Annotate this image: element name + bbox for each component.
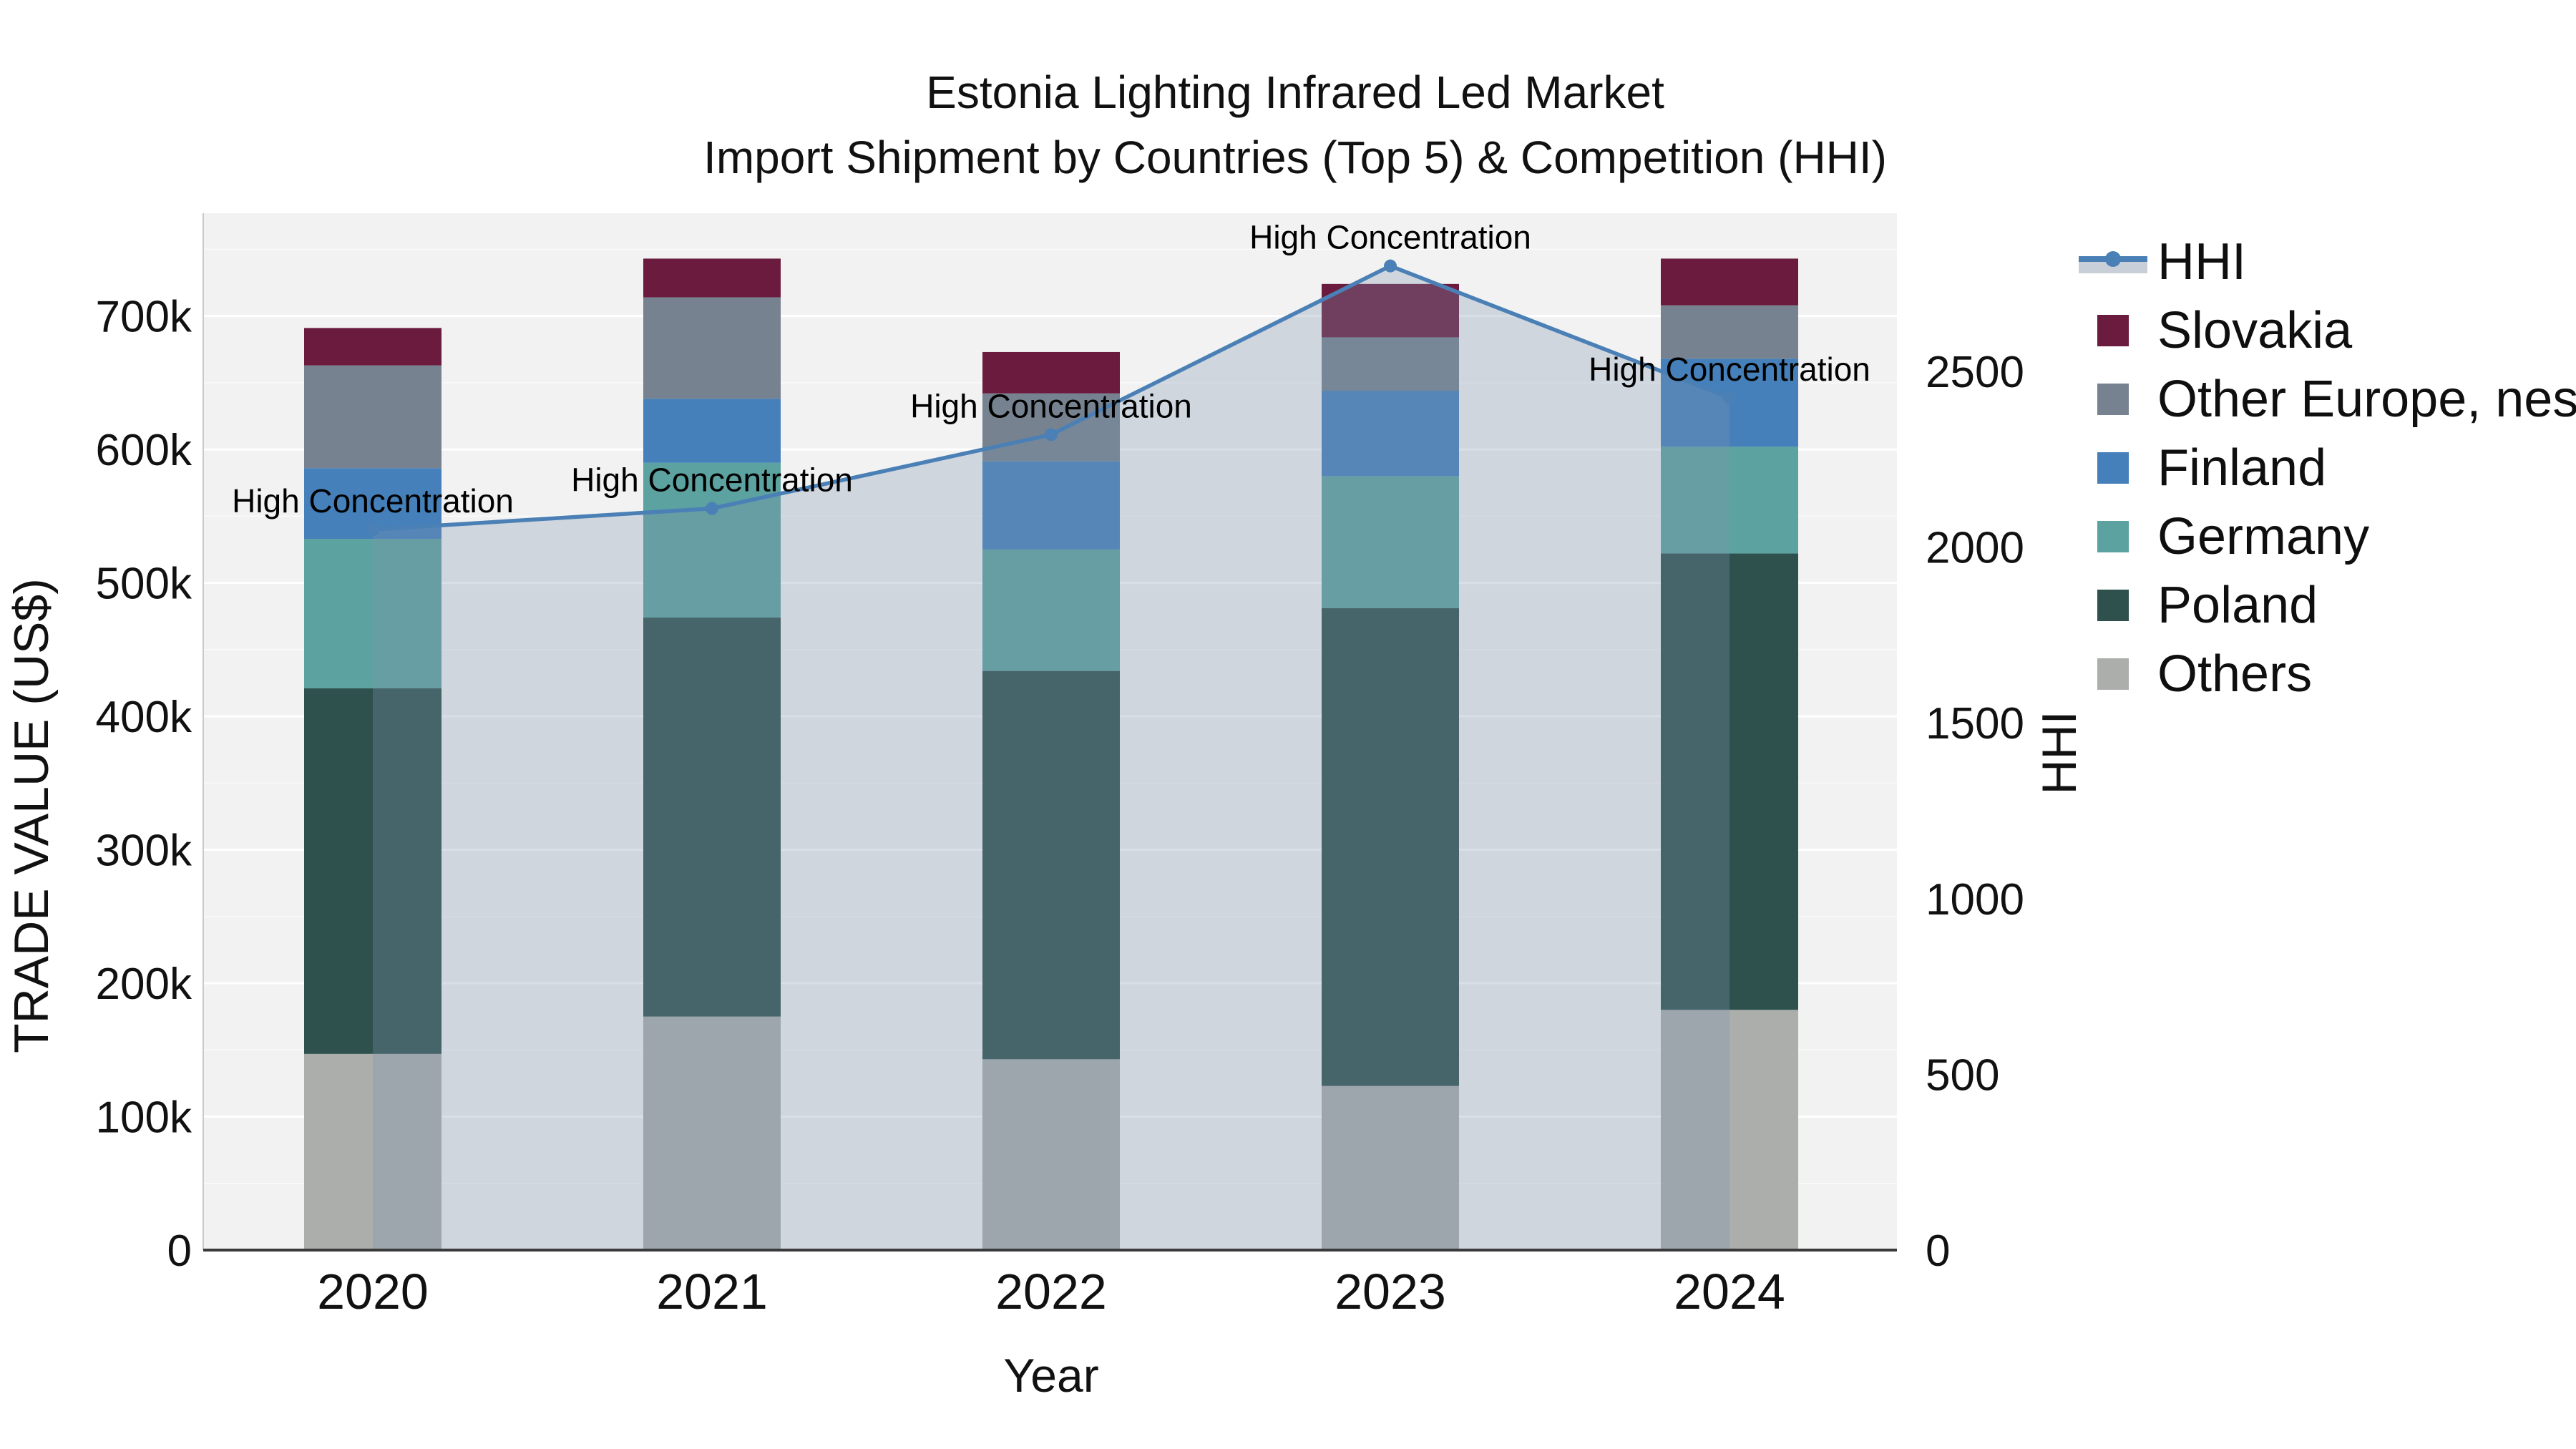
right-axis-tick-label: 1000	[1926, 875, 2024, 924]
legend-color-swatch-icon	[2079, 658, 2147, 690]
annotation-2022: High Concentration	[910, 387, 1192, 424]
bar-2024-segment-germany	[1661, 447, 1798, 554]
legend-item-others: Others	[2079, 645, 2576, 703]
hhi-marker-2022	[1045, 428, 1058, 441]
bar-2022-segment-other-europe-nes	[982, 393, 1120, 462]
chart-title-line2: Import Shipment by Countries (Top 5) & C…	[703, 131, 1887, 183]
hhi-marker-2021	[706, 502, 718, 515]
left-axis-tick-label: 400k	[96, 693, 192, 742]
hhi-marker-2023	[1384, 259, 1397, 273]
right-axis-tick-label: 0	[1926, 1226, 1950, 1276]
legend-color-swatch-icon	[2079, 589, 2147, 621]
x-tick-label-2020: 2020	[317, 1264, 429, 1319]
legend-line-dot-icon	[2105, 250, 2121, 267]
bar-2024-segment-others	[1661, 1010, 1798, 1250]
left-axis-title: TRADE VALUE (US$)	[4, 578, 59, 1053]
legend-area-swatch	[2079, 260, 2147, 273]
hhi-line-marker-icon	[2079, 246, 2147, 278]
bar-2020-segment-slovakia	[304, 328, 441, 366]
legend-item-label: Other Europe, nes	[2157, 370, 2576, 428]
legend-item-finland: Finland	[2079, 439, 2576, 497]
bar-2020-segment-other-europe-nes	[304, 365, 441, 469]
x-tick-label-2024: 2024	[1674, 1264, 1785, 1319]
legend-item-poland: Poland	[2079, 577, 2576, 634]
legend-color-swatch-icon	[2079, 520, 2147, 552]
bar-2021-segment-slovakia	[643, 258, 781, 298]
legend-item-label: Poland	[2157, 576, 2318, 634]
x-tick-label-2022: 2022	[995, 1264, 1107, 1319]
color-swatch	[2097, 658, 2129, 690]
legend-color-swatch-icon	[2079, 452, 2147, 484]
bar-2023-segment-slovakia	[1322, 283, 1459, 338]
x-tick-label-2021: 2021	[656, 1264, 768, 1319]
legend-item-other-europe-nes: Other Europe, nes	[2079, 371, 2576, 428]
annotation-2024: High Concentration	[1589, 351, 1870, 388]
color-swatch	[2097, 589, 2129, 621]
left-axis-tick-label: 100k	[96, 1093, 192, 1143]
bar-2023-segment-other-europe-nes	[1322, 337, 1459, 391]
chart-title-line1: Estonia Lighting Infrared Led Market	[926, 67, 1664, 118]
bar-2021-segment-poland	[643, 618, 781, 1017]
annotation-2021: High Concentration	[571, 462, 853, 499]
bar-2022-segment-others	[982, 1059, 1120, 1250]
bar-2020-segment-poland	[304, 688, 441, 1054]
color-swatch	[2097, 314, 2129, 346]
right-axis-title: HHI	[2032, 711, 2087, 795]
legend-item-label: Germany	[2157, 507, 2370, 565]
x-tick-label-2023: 2023	[1335, 1264, 1446, 1319]
left-axis-tick-label: 600k	[96, 426, 192, 475]
bar-2024-segment-poland	[1661, 553, 1798, 1010]
legend-item-label: Finland	[2157, 439, 2327, 497]
color-swatch	[2097, 520, 2129, 552]
hhi-marker-2020	[366, 523, 379, 537]
left-axis-tick-label: 0	[167, 1226, 192, 1276]
right-axis-tick-label: 1500	[1926, 699, 2024, 748]
bar-2023-segment-poland	[1322, 608, 1459, 1086]
legend: HHI Slovakia Other Europe, nes Finland Germa…	[2079, 233, 2576, 703]
bar-2022-segment-germany	[982, 549, 1120, 671]
legend-hhi-line-icon	[2079, 246, 2147, 278]
legend-color-swatch-icon	[2079, 383, 2147, 415]
bar-2021-segment-finland	[643, 399, 781, 463]
legend-item-label: HHI	[2157, 233, 2246, 291]
annotation-2023: High Concentration	[1249, 219, 1531, 256]
left-axis-tick-label: 200k	[96, 960, 192, 1009]
annotation-2020: High Concentration	[232, 482, 514, 519]
legend-item-label: Others	[2157, 645, 2313, 703]
legend-color-swatch-icon	[2079, 314, 2147, 346]
bar-2022-segment-finland	[982, 461, 1120, 550]
legend-item-slovakia: Slovakia	[2079, 302, 2576, 359]
right-axis-tick-label: 2500	[1926, 348, 2024, 397]
color-swatch	[2097, 452, 2129, 484]
right-axis-tick-label: 2000	[1926, 524, 2024, 573]
bar-2024-segment-other-europe-nes	[1661, 305, 1798, 359]
legend-item-hhi: HHI	[2079, 233, 2576, 291]
chart-title: Estonia Lighting Infrared Led Market Imp…	[703, 60, 1887, 190]
bar-2020-segment-germany	[304, 539, 441, 688]
bar-2021-segment-others	[643, 1016, 781, 1250]
bar-2024-segment-slovakia	[1661, 258, 1798, 306]
legend-item-label: Slovakia	[2157, 301, 2353, 359]
bar-2023-segment-others	[1322, 1085, 1459, 1250]
bar-2023-segment-finland	[1322, 391, 1459, 477]
right-axis-tick-label: 500	[1926, 1050, 1999, 1100]
left-axis-tick-label: 700k	[96, 293, 192, 342]
hhi-marker-2024	[1723, 391, 1736, 404]
bar-2021-segment-germany	[643, 462, 781, 618]
bar-2022-segment-poland	[982, 670, 1120, 1060]
bar-2023-segment-germany	[1322, 476, 1459, 608]
bar-2022-segment-slovakia	[982, 351, 1120, 394]
left-axis-tick-label: 500k	[96, 560, 192, 609]
x-axis-title: Year	[1003, 1349, 1099, 1402]
color-swatch	[2097, 383, 2129, 415]
left-axis-tick-label: 300k	[96, 826, 192, 876]
bar-2021-segment-other-europe-nes	[643, 297, 781, 399]
legend-item-germany: Germany	[2079, 508, 2576, 565]
bar-2020-segment-others	[304, 1053, 441, 1250]
